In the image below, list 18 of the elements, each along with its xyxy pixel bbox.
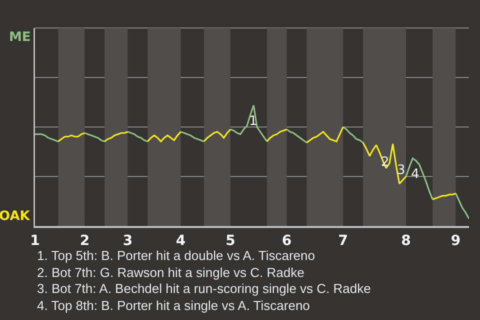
x-tick-label: 8 bbox=[401, 232, 411, 249]
x-tick-label: 6 bbox=[282, 232, 292, 249]
annotation: 3 bbox=[397, 163, 406, 178]
text: 4. Top 8th: B. Porter hit a single vs A. Tiscareno bbox=[37, 298, 310, 313]
x-tick-label: 2 bbox=[80, 232, 90, 249]
x-tick-label: 5 bbox=[226, 232, 236, 249]
x-tick-label: 3 bbox=[122, 232, 133, 249]
x-tick-label: 7 bbox=[338, 232, 348, 249]
x-tick-label: 1 bbox=[30, 232, 40, 249]
annotation: 1 bbox=[249, 114, 258, 129]
text: ME bbox=[9, 30, 31, 45]
text: 1. Top 5th: B. Porter hit a double vs A. Tiscareno bbox=[37, 248, 315, 263]
text: 3. Bot 7th: A. Bechdel hit a run-scoring single vs C. Radke bbox=[37, 281, 371, 296]
annotation: 4 bbox=[411, 167, 420, 182]
text: OAK bbox=[0, 209, 31, 224]
x-tick-label: 4 bbox=[176, 232, 186, 249]
x-tick-label: 9 bbox=[450, 232, 461, 249]
text: 2. Bot 7th: G. Rawson hit a single vs C. Radke bbox=[37, 265, 304, 280]
